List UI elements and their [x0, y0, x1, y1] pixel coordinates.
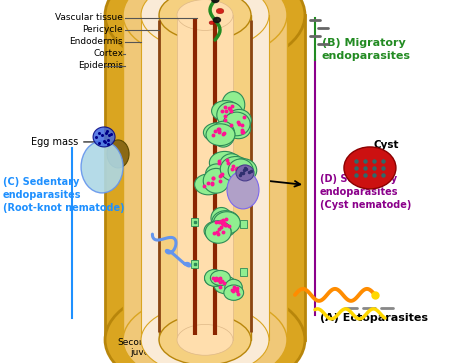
Ellipse shape — [194, 174, 222, 195]
Ellipse shape — [226, 118, 251, 139]
Bar — [123, 15, 287, 340]
Ellipse shape — [225, 279, 242, 296]
Ellipse shape — [211, 121, 235, 147]
Text: (C) Sedentary
endoparasites
(Root-knot nematode): (C) Sedentary endoparasites (Root-knot n… — [3, 177, 125, 213]
Ellipse shape — [223, 112, 250, 136]
Ellipse shape — [93, 127, 115, 147]
Ellipse shape — [205, 221, 231, 243]
Ellipse shape — [236, 165, 254, 181]
Text: Vascular tissue: Vascular tissue — [55, 13, 123, 23]
Ellipse shape — [205, 271, 228, 286]
Ellipse shape — [107, 140, 129, 168]
Ellipse shape — [219, 154, 244, 177]
Ellipse shape — [141, 0, 269, 50]
Ellipse shape — [203, 168, 229, 193]
Ellipse shape — [159, 0, 251, 40]
Bar — [191, 260, 198, 268]
Bar — [240, 220, 247, 228]
Ellipse shape — [209, 21, 214, 25]
Ellipse shape — [206, 164, 228, 184]
Ellipse shape — [230, 159, 257, 182]
Bar — [105, 15, 305, 340]
Ellipse shape — [177, 0, 233, 30]
Ellipse shape — [213, 17, 220, 23]
Ellipse shape — [81, 141, 123, 193]
Ellipse shape — [105, 285, 305, 363]
Ellipse shape — [222, 91, 245, 118]
Text: Cortex: Cortex — [93, 49, 123, 58]
Ellipse shape — [212, 211, 240, 233]
Ellipse shape — [212, 0, 219, 3]
Ellipse shape — [141, 305, 269, 363]
Ellipse shape — [203, 123, 232, 142]
Ellipse shape — [210, 151, 240, 174]
Ellipse shape — [227, 109, 251, 131]
Ellipse shape — [213, 213, 237, 237]
Ellipse shape — [206, 124, 235, 146]
Ellipse shape — [159, 315, 251, 363]
Bar — [191, 218, 198, 226]
Text: (B) Migratory
endoparasites: (B) Migratory endoparasites — [322, 38, 411, 61]
Text: Pericycle: Pericycle — [82, 25, 123, 34]
Text: (A) Ectoparasites: (A) Ectoparasites — [320, 313, 428, 323]
Bar — [141, 15, 269, 340]
Text: Second-stage
juvenile: Second-stage juvenile — [117, 338, 179, 357]
Ellipse shape — [204, 269, 224, 286]
Ellipse shape — [210, 270, 230, 285]
Ellipse shape — [123, 0, 287, 60]
Ellipse shape — [220, 156, 251, 182]
Ellipse shape — [123, 295, 287, 363]
Bar — [240, 268, 247, 276]
Bar — [177, 15, 233, 340]
Ellipse shape — [211, 101, 240, 121]
Ellipse shape — [217, 102, 243, 127]
Ellipse shape — [177, 325, 233, 355]
Text: Endodermis: Endodermis — [69, 37, 123, 46]
Ellipse shape — [216, 8, 224, 14]
Ellipse shape — [228, 159, 253, 182]
Ellipse shape — [105, 0, 305, 70]
Text: Epidermis: Epidermis — [78, 61, 123, 70]
Ellipse shape — [344, 147, 396, 189]
Ellipse shape — [211, 208, 232, 229]
Text: Egg mass: Egg mass — [31, 137, 102, 147]
Ellipse shape — [227, 171, 259, 209]
Text: (D) Sedentary
endoparasites
(Cyst nematode): (D) Sedentary endoparasites (Cyst nemato… — [320, 174, 411, 210]
Text: Cyst: Cyst — [374, 140, 400, 150]
Ellipse shape — [224, 285, 244, 300]
Ellipse shape — [204, 221, 231, 241]
Ellipse shape — [213, 212, 240, 234]
Bar — [159, 15, 251, 340]
Ellipse shape — [214, 276, 236, 294]
